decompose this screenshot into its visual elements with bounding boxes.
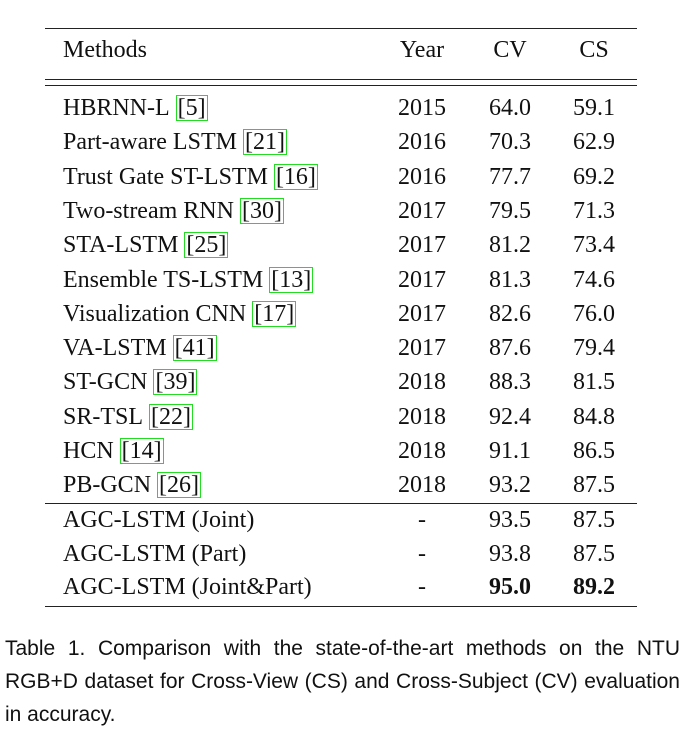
year-cell: -	[418, 507, 426, 533]
year-cell: 2018	[398, 403, 446, 430]
citation: [39]	[153, 369, 198, 396]
cv-cell: 91.1	[489, 438, 531, 464]
method-cell: Ensemble TS-LSTM [13]	[63, 263, 314, 297]
method-cell: PB-GCN [26]	[63, 468, 202, 502]
cv-cell: 93.8	[489, 540, 531, 567]
year-cell: -	[418, 574, 426, 601]
cv-cell: 77.7	[489, 163, 531, 190]
method-name: AGC-LSTM (Joint)	[63, 507, 255, 533]
cv-cell: 79.5	[489, 197, 531, 224]
cv-cell: 87.6	[489, 335, 531, 362]
cs-cell: 81.5	[573, 369, 615, 396]
cs-cell: 87.5	[573, 507, 615, 533]
method-name: STA-LSTM	[63, 232, 179, 259]
method-cell: Two-stream RNN [30]	[63, 194, 284, 228]
cv-cell: 93.5	[489, 507, 531, 533]
year-cell: -	[418, 540, 426, 567]
year-cell: 2017	[398, 266, 446, 293]
year-cell: 2018	[398, 369, 446, 396]
method-cell: AGC-LSTM (Joint&Part)	[63, 570, 312, 604]
cs-cell: 87.5	[573, 540, 615, 567]
column-header: CS	[579, 37, 609, 63]
cs-cell: 87.5	[573, 472, 615, 499]
method-name: HCN	[63, 438, 114, 464]
year-cell: 2017	[398, 300, 446, 327]
method-name: ST-GCN	[63, 369, 148, 396]
method-name: VA-LSTM	[63, 335, 167, 362]
cs-cell: 89.2	[573, 574, 615, 601]
citation: [26]	[157, 472, 202, 499]
top-rule	[45, 28, 637, 29]
year-cell: 2017	[398, 197, 446, 224]
cv-cell: 95.0	[489, 574, 531, 601]
cs-cell: 59.1	[573, 95, 615, 121]
header-rule	[45, 85, 637, 86]
method-name: AGC-LSTM (Part)	[63, 540, 247, 567]
year-cell: 2017	[398, 232, 446, 259]
header-rule	[45, 79, 637, 80]
cv-cell: 82.6	[489, 300, 531, 327]
cs-cell: 79.4	[573, 335, 615, 362]
cs-cell: 73.4	[573, 232, 615, 259]
year-cell: 2017	[398, 335, 446, 362]
mid-rule	[45, 503, 637, 504]
method-cell: Trust Gate ST-LSTM [16]	[63, 160, 318, 194]
cv-cell: 70.3	[489, 129, 531, 156]
year-cell: 2016	[398, 129, 446, 156]
citation: [22]	[149, 403, 193, 430]
method-cell: Part-aware LSTM [21]	[63, 125, 287, 159]
method-cell: STA-LSTM [25]	[63, 228, 229, 262]
method-name: HBRNN-L	[63, 95, 170, 121]
cv-cell: 92.4	[489, 403, 531, 430]
cv-cell: 81.3	[489, 266, 531, 293]
caption: Table 1. Comparison with the state-of-th…	[5, 637, 680, 726]
method-cell: SR-TSL [22]	[63, 400, 193, 434]
method-cell: HBRNN-L [5]	[63, 91, 208, 125]
cv-cell: 93.2	[489, 472, 531, 499]
citation: [14]	[119, 438, 164, 464]
year-cell: 2018	[398, 472, 446, 499]
method-cell: AGC-LSTM (Part)	[63, 537, 246, 571]
cs-cell: 71.3	[573, 197, 615, 224]
method-name: Visualization CNN	[63, 300, 247, 327]
method-name: PB-GCN	[63, 472, 152, 499]
cs-cell: 62.9	[573, 129, 615, 156]
citation: [41]	[172, 335, 217, 362]
citation: [30]	[239, 197, 284, 224]
method-name: Two-stream RNN	[63, 197, 234, 224]
column-header: Year	[399, 37, 445, 63]
citation: [13]	[269, 266, 314, 293]
citation: [17]	[252, 300, 297, 327]
bottom-rule	[45, 606, 637, 607]
method-cell: Visualization CNN [17]	[63, 297, 297, 331]
year-cell: 2018	[398, 438, 446, 464]
method-cell: ST-GCN [39]	[63, 365, 198, 399]
citation: [16]	[273, 163, 318, 190]
cs-cell: 69.2	[573, 163, 615, 190]
year-cell: 2015	[398, 95, 446, 121]
cs-cell: 84.8	[573, 403, 615, 430]
method-name: AGC-LSTM (Joint&Part)	[63, 574, 312, 601]
method-name: Ensemble TS-LSTM	[63, 266, 264, 293]
cv-cell: 81.2	[489, 232, 531, 259]
method-name: Trust Gate ST-LSTM	[63, 163, 268, 190]
method-cell: VA-LSTM [41]	[63, 331, 217, 365]
citation: [21]	[242, 129, 287, 156]
method-cell: AGC-LSTM (Joint)	[63, 503, 254, 537]
cs-cell: 74.6	[573, 266, 615, 293]
cv-cell: 88.3	[489, 369, 531, 396]
column-header: Methods	[63, 37, 147, 63]
year-cell: 2016	[398, 163, 446, 190]
citation: [5]	[175, 95, 208, 121]
method-name: SR-TSL	[63, 403, 144, 430]
method-cell: HCN [14]	[63, 434, 164, 468]
column-header: CV	[493, 37, 527, 63]
cs-cell: 76.0	[573, 300, 615, 327]
citation: [25]	[184, 232, 229, 259]
method-name: Part-aware LSTM	[63, 129, 237, 156]
cv-cell: 64.0	[489, 95, 531, 121]
cs-cell: 86.5	[573, 438, 615, 464]
